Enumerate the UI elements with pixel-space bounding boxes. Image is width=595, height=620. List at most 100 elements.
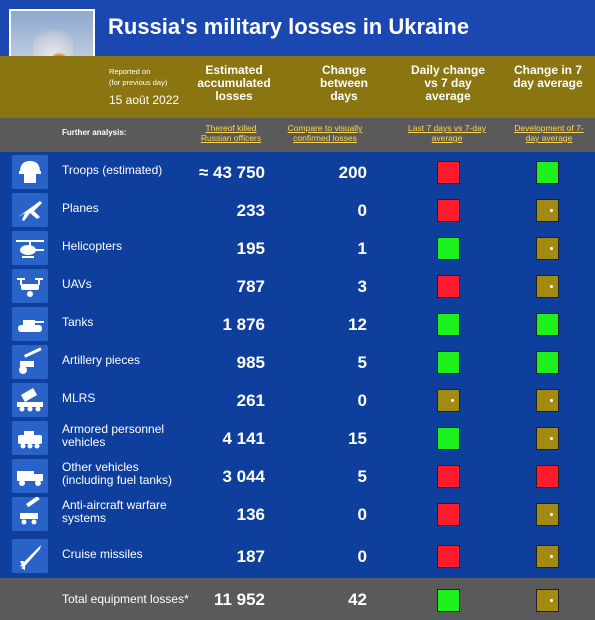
row-change: 3 (357, 277, 367, 296)
row-change: 15 (348, 429, 367, 448)
row-change: 0 (357, 547, 367, 566)
row-change: 200 (338, 163, 367, 182)
header-estimated: Estimated accumulated losses (197, 63, 271, 103)
header-daily: Daily change vs 7 day average (410, 63, 486, 103)
reported-note: Reported on (for previous day) (109, 66, 167, 88)
missile-icon (12, 539, 48, 573)
table-row: Artillery pieces 985 5 (0, 343, 595, 381)
daily-indicator (437, 237, 460, 260)
row-value: 233 (236, 201, 265, 220)
total-seven-indicator (536, 589, 559, 612)
mlrs-icon (12, 383, 48, 417)
row-label: Artillery pieces (62, 353, 141, 367)
header-seven: Change in 7 day average (513, 63, 583, 90)
table-row: Cruise missiles 187 0 (0, 537, 595, 575)
truck-icon (12, 459, 48, 493)
apc-icon (12, 421, 48, 455)
row-value: 195 (236, 239, 265, 258)
row-value: 136 (236, 505, 265, 524)
seven-day-indicator (536, 199, 559, 222)
row-value: 1 876 (222, 315, 265, 334)
table-row: UAVs 787 3 (0, 267, 595, 305)
page-title: Russia's military losses in Ukraine (108, 14, 470, 39)
table-row: Anti-aircraft warfare systems 136 0 (0, 495, 595, 533)
daily-indicator (437, 313, 460, 336)
drone-icon (12, 269, 48, 303)
total-value: 11 952 (213, 590, 265, 609)
reported-line1: Reported on (109, 67, 151, 76)
row-label: UAVs (62, 277, 92, 291)
total-change: 42 (348, 590, 367, 609)
row-change: 0 (357, 201, 367, 220)
header-bar (0, 56, 595, 118)
daily-indicator (437, 199, 460, 222)
soldier-icon (12, 155, 48, 189)
daily-indicator (437, 545, 460, 568)
row-label: Tanks (62, 315, 94, 329)
reported-date: 15 août 2022 (109, 93, 180, 107)
daily-indicator (437, 389, 460, 412)
header-change: Change between days (319, 63, 368, 103)
row-label: Anti-aircraft warfare systems (62, 498, 167, 525)
link-confirmed-losses[interactable]: Compare to visually confirmed losses (287, 123, 363, 143)
seven-day-indicator (536, 161, 559, 184)
seven-day-indicator (536, 545, 559, 568)
row-change: 1 (357, 239, 367, 258)
row-value: 187 (236, 547, 265, 566)
seven-day-indicator (536, 465, 559, 488)
seven-day-indicator (536, 351, 559, 374)
daily-indicator (437, 351, 460, 374)
daily-indicator (437, 161, 460, 184)
row-change: 0 (357, 505, 367, 524)
row-label: Planes (62, 201, 99, 215)
table-row: Helicopters 195 1 (0, 229, 595, 267)
analysis-label: Further analysis: (62, 128, 127, 137)
anti-aircraft-icon (12, 495, 48, 531)
daily-indicator (437, 465, 460, 488)
analysis-bar (0, 118, 595, 152)
row-label: Cruise missiles (62, 547, 143, 561)
row-value: 4 141 (222, 429, 265, 448)
row-value: 3 044 (222, 467, 265, 486)
daily-indicator (437, 275, 460, 298)
seven-day-indicator (536, 313, 559, 336)
artillery-icon (12, 345, 48, 379)
row-value: 787 (236, 277, 265, 296)
total-daily-indicator (437, 589, 460, 612)
total-label: Total equipment losses* (62, 592, 189, 606)
daily-indicator (437, 503, 460, 526)
link-development-7day[interactable]: Development of 7-day average (514, 123, 584, 143)
table-row: Troops (estimated) ≈ 43 750 200 (0, 153, 595, 191)
row-label: Other vehicles (including fuel tanks) (62, 460, 173, 487)
seven-day-indicator (536, 389, 559, 412)
seven-day-indicator (536, 503, 559, 526)
row-value: 261 (236, 391, 265, 410)
tank-icon (12, 307, 48, 341)
seven-day-indicator (536, 427, 559, 450)
row-label: Helicopters (62, 239, 123, 253)
row-change: 0 (357, 391, 367, 410)
table-row: Armored personnel vehicles 4 141 15 (0, 419, 595, 457)
daily-indicator (437, 427, 460, 450)
total-bar (0, 578, 595, 620)
losses-table (0, 152, 595, 578)
row-change: 5 (357, 467, 367, 486)
row-label: Troops (estimated) (62, 163, 163, 177)
table-row: MLRS 261 0 (0, 381, 595, 419)
plane-icon (12, 193, 48, 227)
row-value: 985 (236, 353, 265, 372)
row-label: Armored personnel vehicles (62, 422, 165, 449)
table-row: Planes 233 0 (0, 191, 595, 229)
row-change: 5 (357, 353, 367, 372)
link-last-7-days[interactable]: Last 7 days vs 7-day average (408, 123, 486, 143)
title-bar (0, 0, 595, 56)
seven-day-indicator (536, 237, 559, 260)
row-value: ≈ 43 750 (198, 163, 265, 182)
helicopter-icon (12, 231, 48, 265)
row-label: MLRS (62, 391, 96, 405)
seven-day-indicator (536, 275, 559, 298)
table-row: Tanks 1 876 12 (0, 305, 595, 343)
link-killed-officers[interactable]: Thereof killed Russian officers (200, 123, 262, 143)
table-row: Other vehicles (including fuel tanks) 3 0… (0, 457, 595, 495)
row-change: 12 (348, 315, 367, 334)
